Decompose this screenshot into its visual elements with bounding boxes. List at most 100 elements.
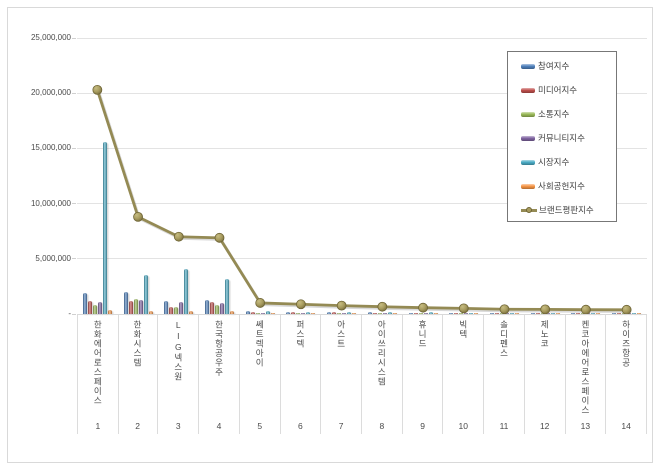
bar [535,313,540,314]
line-marker [133,211,143,222]
legend-item: 커뮤니티지수 [508,126,616,150]
legend-label: 참여지수 [538,61,570,71]
chart-frame: 25,000,000 20,000,000 15,000,000 10,000,000… [7,7,653,463]
bar [612,313,617,314]
bar [128,300,133,314]
bar [97,302,102,314]
bar [291,312,296,314]
bar [469,312,474,314]
category-number: 1 [95,421,101,431]
bar [107,310,112,314]
bar [230,311,234,314]
legend-item: 미디어지수 [508,78,616,102]
gridline [77,203,647,205]
line-marker [499,304,510,315]
bar [454,312,459,314]
legend-bar-swatch-icon [521,87,535,93]
bar [500,313,504,314]
bar [367,312,372,314]
bar [617,313,622,314]
category-cell: 한화에어로스페이스 1 [77,315,119,434]
bar [270,313,275,314]
category-number: 7 [338,421,344,431]
y-axis-tick [72,147,76,149]
category-number: 13 [580,421,591,431]
bar [311,313,316,314]
legend-item: 브랜드평판지수 [508,198,616,222]
legend-label: 시장지수 [538,157,570,167]
y-axis-label: 25,000,000 [30,33,71,42]
line-marker [418,302,428,313]
category-cell: 솔디펜스 11 [484,315,525,434]
line-marker [377,301,388,312]
category-number: 14 [621,421,631,431]
legend-bar-swatch-icon [521,111,535,117]
legend-bar-swatch-icon [521,159,535,165]
category-number: 8 [379,421,385,431]
line-marker [214,232,225,243]
bar [449,312,454,314]
bar [382,313,387,314]
bar [377,313,382,314]
y-axis-label: 20,000,000 [30,88,71,98]
category-number: 11 [499,421,509,431]
legend-label: 사회공헌지수 [538,181,585,191]
y-axis-tick [72,258,76,260]
bar [372,312,377,314]
bar [423,313,428,314]
y-axis-label: 15,000,000 [30,143,71,153]
line-marker [173,231,184,242]
bar [495,313,499,314]
bar [169,306,174,314]
bar [250,312,255,314]
legend-label: 소통지수 [538,109,570,119]
category-label: 휴니드 [417,320,428,349]
bar [576,313,581,314]
category-cell: 한화시스템 2 [118,315,159,434]
legend-bar-swatch-icon [521,135,535,141]
bar [220,302,224,314]
bar [210,302,214,314]
bar [591,313,596,314]
gridline [77,92,647,94]
line-marker [540,304,551,315]
bar [337,312,342,314]
bar [327,312,332,314]
y-axis-tick [72,92,76,94]
line-marker [296,299,306,310]
category-label: 아스트 [336,320,347,349]
category-label: 쎄트렉아이 [254,320,265,368]
category-cell: 켄코아에어로스페이스 13 [566,315,607,434]
bar [632,313,637,314]
line-marker [621,304,632,315]
bar [184,269,189,314]
category-cell: 아스트 7 [321,315,362,434]
legend-label: 커뮤니티지수 [538,133,585,143]
bar [352,313,357,314]
bar [515,313,519,314]
category-label: 빅텍 [458,320,469,339]
bar [133,298,138,314]
bar [143,275,148,314]
legend-bar-swatch-icon [521,183,535,189]
brand-index-line-layer [92,84,632,315]
line-marker [458,303,469,314]
bar [555,313,560,314]
bar [387,312,392,314]
line-marker [581,304,591,315]
category-number: 3 [175,421,181,431]
bar [490,313,494,314]
y-axis-label: 5,000,000 [35,253,71,263]
legend-bar-swatch-icon [521,63,535,69]
bar [510,312,514,314]
bar [571,313,576,314]
bar [102,141,107,314]
category-number: 6 [298,421,303,431]
bar [306,311,311,314]
bar [428,312,433,314]
category-number: 2 [135,421,140,431]
bar [474,313,479,314]
category-number: 10 [458,421,468,431]
category-label: 한국항공우주 [213,320,224,377]
